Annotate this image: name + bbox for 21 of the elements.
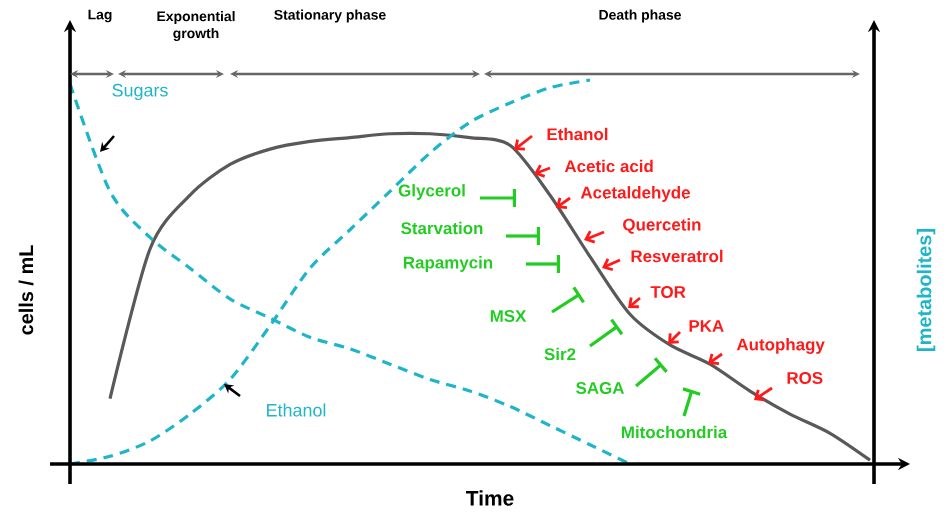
annotation: Quercetin: [623, 218, 701, 234]
annotation: Starvation: [401, 221, 483, 235]
annotation: Acetic acid: [564, 159, 653, 173]
annotation: ROS: [787, 372, 823, 384]
annotation: Rapamycin: [403, 256, 493, 272]
annotation: TOR: [650, 286, 686, 298]
annotation: Acetaldehyde: [580, 186, 690, 202]
annotation: Resveratrol: [631, 249, 723, 263]
y-axis-title: cells / mL: [18, 245, 34, 335]
annotation: Sir2: [544, 347, 576, 361]
annotation: SAGA: [576, 382, 625, 394]
text: Ethanol: [267, 403, 326, 417]
annotation: Autophagy: [736, 338, 825, 354]
annotation: Glycerol: [398, 184, 465, 200]
annotation: Mitochondria: [621, 425, 728, 439]
annotation: MSX: [490, 310, 527, 322]
annotation: PKA: [689, 320, 724, 332]
x-axis-title: Time: [466, 490, 514, 506]
annotation: Ethanol: [547, 127, 608, 141]
series-label: Sugars: [112, 83, 168, 101]
y2-axis-title: [metabolites]: [916, 229, 936, 351]
